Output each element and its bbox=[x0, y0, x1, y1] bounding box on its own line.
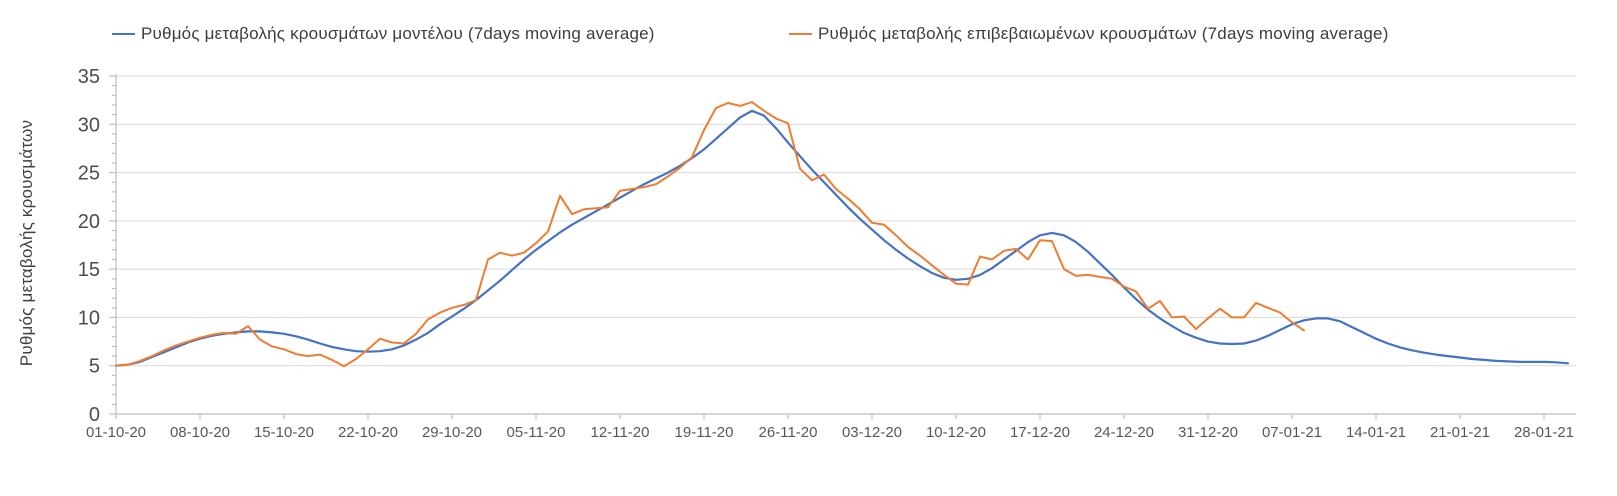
x-tick-label: 10-12-20 bbox=[926, 424, 986, 441]
legend-line-swatch-model bbox=[112, 32, 135, 36]
legend-item-confirmed: Ρυθμός μεταβολής επιβεβαιωμένων κρουσμάτ… bbox=[789, 24, 1389, 44]
series-line-model bbox=[114, 109, 1570, 367]
y-tick-label: 35 bbox=[78, 66, 100, 88]
x-tick-label: 03-12-20 bbox=[842, 424, 902, 441]
series-line-confirmed bbox=[115, 101, 1305, 368]
x-tick-label: 28-01-21 bbox=[1514, 424, 1574, 441]
x-tick-label: 22-10-20 bbox=[338, 424, 398, 441]
x-tick-label: 15-10-20 bbox=[254, 424, 314, 441]
y-tick-label: 0 bbox=[89, 404, 100, 426]
x-tick-label: 31-12-20 bbox=[1178, 424, 1238, 441]
x-tick-label: 26-11-20 bbox=[759, 424, 818, 441]
legend-item-model: Ρυθμός μεταβολής κρουσμάτων μοντέλου (7d… bbox=[112, 24, 655, 44]
x-tick-label: 29-10-20 bbox=[422, 424, 482, 441]
x-tick-label: 21-01-21 bbox=[1430, 424, 1490, 441]
x-tick-label: 19-11-20 bbox=[675, 424, 734, 441]
y-tick-label: 25 bbox=[78, 163, 100, 185]
y-tick-label: 30 bbox=[78, 114, 100, 136]
y-tick-label: 15 bbox=[78, 259, 100, 281]
x-tick-label: 07-01-21 bbox=[1262, 424, 1322, 441]
x-tick-label: 17-12-20 bbox=[1010, 424, 1070, 441]
x-tick-label: 12-11-20 bbox=[591, 424, 650, 441]
x-tick-label: 08-10-20 bbox=[170, 424, 230, 441]
x-tick-label: 05-11-20 bbox=[507, 424, 566, 441]
y-tick-label: 5 bbox=[89, 356, 100, 378]
legend-line-swatch-confirmed bbox=[789, 32, 812, 36]
legend-label-model: Ρυθμός μεταβολής κρουσμάτων μοντέλου (7d… bbox=[141, 24, 655, 43]
y-tick-label: 10 bbox=[78, 307, 100, 329]
y-tick-label: 20 bbox=[78, 211, 100, 233]
x-tick-label: 14-01-21 bbox=[1346, 424, 1406, 441]
x-tick-label: 24-12-20 bbox=[1094, 424, 1154, 441]
legend-label-confirmed: Ρυθμός μεταβολής επιβεβαιωμένων κρουσμάτ… bbox=[818, 24, 1389, 43]
x-tick-label: 01-10-20 bbox=[86, 424, 146, 441]
